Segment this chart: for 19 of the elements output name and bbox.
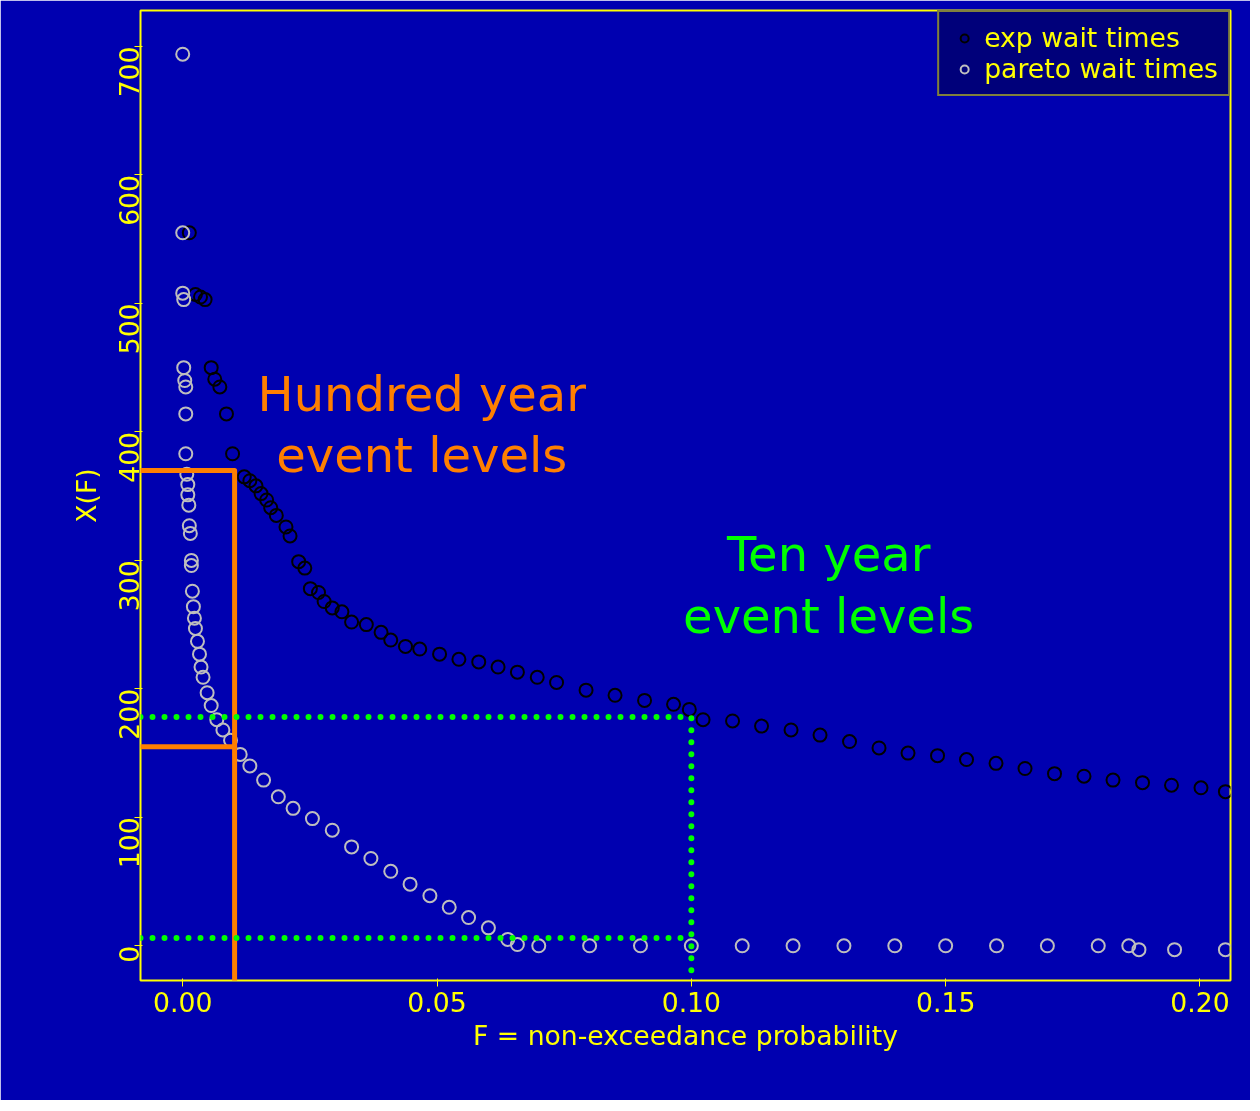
x-tick-label: 0.10	[661, 986, 722, 1018]
y-tick-label: 400	[114, 431, 146, 483]
y-tick-label: 500	[114, 303, 146, 355]
annotation: Hundred year event levels	[257, 365, 587, 484]
y-tick-label: 300	[114, 560, 146, 612]
annotation: Ten year event levels	[683, 526, 975, 644]
x-tick-label: 0.20	[1170, 986, 1230, 1018]
x-tick-label: 0.00	[153, 986, 213, 1018]
y-tick-label: 600	[114, 174, 146, 226]
legend-label: exp wait times	[984, 22, 1180, 53]
y-axis-title: X(F)	[70, 468, 102, 523]
y-tick-label: 200	[114, 688, 146, 740]
y-tick-label: 0	[114, 945, 146, 963]
y-tick-label: 100	[114, 817, 146, 869]
y-tick-label: 700	[114, 46, 146, 98]
legend-label: pareto wait times	[984, 53, 1218, 84]
x-tick-label: 0.05	[407, 986, 467, 1018]
x-axis-title: F = non-exceedance probability	[473, 1019, 898, 1051]
x-tick-label: 0.15	[915, 986, 976, 1018]
